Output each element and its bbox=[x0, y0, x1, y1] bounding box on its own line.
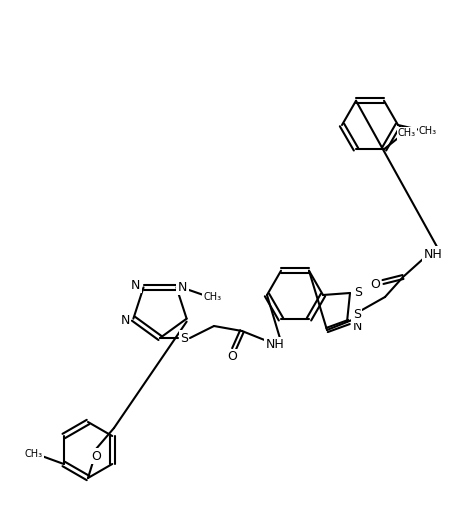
Text: CH₃: CH₃ bbox=[25, 449, 43, 459]
Text: N: N bbox=[121, 314, 130, 327]
Text: NH: NH bbox=[266, 338, 285, 352]
Text: O: O bbox=[370, 279, 380, 291]
Text: N: N bbox=[353, 321, 362, 333]
Text: O: O bbox=[91, 450, 101, 462]
Text: CH₃: CH₃ bbox=[203, 292, 222, 303]
Text: S: S bbox=[354, 287, 362, 300]
Text: N: N bbox=[131, 279, 140, 292]
Text: S: S bbox=[180, 331, 188, 345]
Text: S: S bbox=[353, 309, 361, 322]
Text: O: O bbox=[227, 351, 237, 364]
Text: N: N bbox=[178, 281, 187, 294]
Text: NH: NH bbox=[424, 247, 442, 261]
Text: CH₃: CH₃ bbox=[398, 128, 416, 138]
Text: CH₃: CH₃ bbox=[419, 126, 437, 136]
